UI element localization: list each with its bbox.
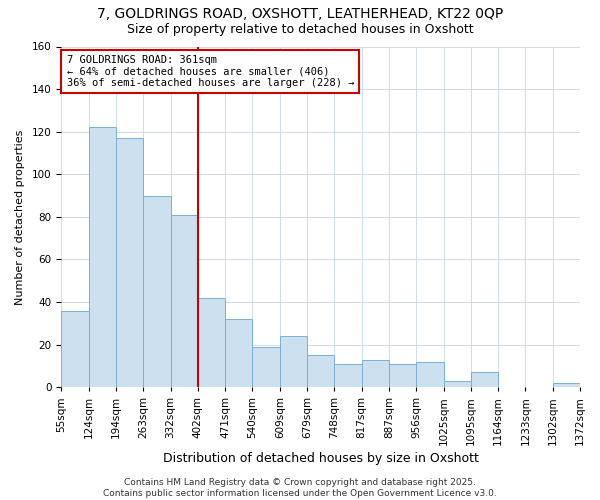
Bar [61, 310, 89, 388]
Bar [225, 319, 253, 388]
Bar [334, 364, 362, 388]
Bar [416, 362, 443, 388]
Bar [471, 372, 498, 388]
Bar [89, 128, 116, 388]
Bar [307, 356, 334, 388]
Text: Size of property relative to detached houses in Oxshott: Size of property relative to detached ho… [127, 22, 473, 36]
Bar [280, 336, 307, 388]
Text: 7, GOLDRINGS ROAD, OXSHOTT, LEATHERHEAD, KT22 0QP: 7, GOLDRINGS ROAD, OXSHOTT, LEATHERHEAD,… [97, 8, 503, 22]
Text: Contains HM Land Registry data © Crown copyright and database right 2025.
Contai: Contains HM Land Registry data © Crown c… [103, 478, 497, 498]
Bar [170, 215, 198, 388]
Bar [362, 360, 389, 388]
Bar [553, 383, 580, 388]
Bar [143, 196, 170, 388]
X-axis label: Distribution of detached houses by size in Oxshott: Distribution of detached houses by size … [163, 452, 479, 465]
Bar [443, 381, 471, 388]
Y-axis label: Number of detached properties: Number of detached properties [15, 129, 25, 304]
Bar [116, 138, 143, 388]
Bar [389, 364, 416, 388]
Text: 7 GOLDRINGS ROAD: 361sqm
← 64% of detached houses are smaller (406)
36% of semi-: 7 GOLDRINGS ROAD: 361sqm ← 64% of detach… [67, 55, 354, 88]
Bar [198, 298, 225, 388]
Bar [253, 347, 280, 388]
